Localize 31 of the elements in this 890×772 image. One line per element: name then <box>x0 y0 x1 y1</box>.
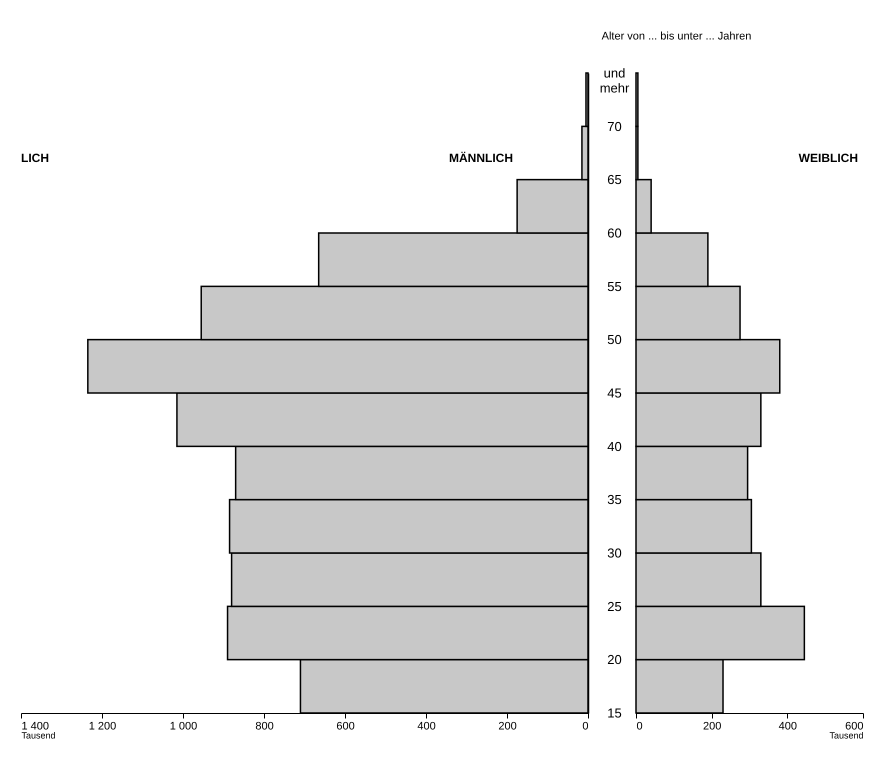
y-tick-label: 35 <box>607 492 622 508</box>
x-axis-title: Tausend <box>829 730 864 740</box>
y-tick-label: 70 <box>607 118 622 134</box>
y-tick-label: 65 <box>607 172 622 188</box>
annotation: MÄNNLICH <box>449 151 513 165</box>
y-tick-label: 50 <box>607 332 622 348</box>
y-tick-label: 25 <box>607 598 622 614</box>
y-tick-label: 20 <box>607 652 622 668</box>
annotation: LICH <box>21 151 49 165</box>
x-tick-label: 0 <box>636 720 643 732</box>
y-tick-label: und mehr <box>600 66 630 96</box>
annotation: WEIBLICH <box>798 151 858 165</box>
x-tick-label: 1 400 <box>22 720 50 732</box>
y-tick-label: 45 <box>607 386 622 400</box>
x-tick-label: 200 <box>702 720 722 732</box>
y-tick-label: 55 <box>607 278 622 294</box>
y-tick-label: 60 <box>607 226 622 240</box>
x-tick-label: 600 <box>336 720 355 732</box>
y-tick-label: 15 <box>607 706 622 720</box>
x-tick-label: 400 <box>417 720 436 732</box>
x-tick-label: 600 <box>845 720 864 732</box>
x-axis-title: Tausend <box>22 730 56 740</box>
x-tick-label: 1 000 <box>170 720 198 732</box>
x-tick-label: 1 200 <box>88 720 116 732</box>
x-tick-label: 800 <box>255 720 274 732</box>
x-tick-label: 400 <box>778 720 798 732</box>
x-tick-label: 0 <box>582 720 588 732</box>
x-tick-label: 200 <box>498 720 517 732</box>
y-tick-label: 30 <box>607 546 622 560</box>
y-tick-label: 40 <box>607 438 622 454</box>
y-axis-title: Alter von ... bis unter ... Jahren <box>602 30 752 42</box>
